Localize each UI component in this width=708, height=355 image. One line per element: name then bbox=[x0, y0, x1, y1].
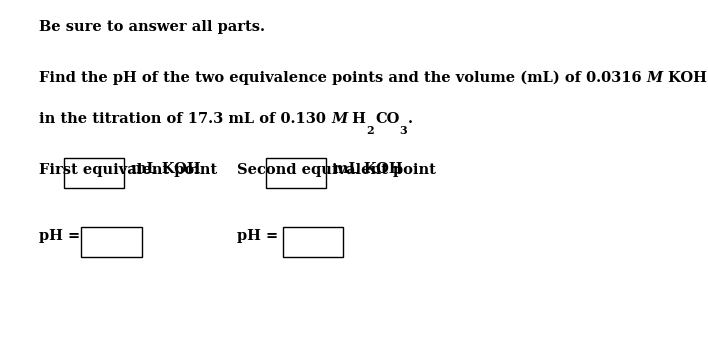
Text: M: M bbox=[331, 112, 347, 126]
Text: pH =: pH = bbox=[39, 229, 80, 243]
Text: M: M bbox=[646, 71, 663, 85]
Text: 3: 3 bbox=[399, 125, 407, 136]
Text: .: . bbox=[408, 112, 413, 126]
Text: H: H bbox=[347, 112, 366, 126]
Text: mL KOH: mL KOH bbox=[333, 162, 402, 175]
Text: 2: 2 bbox=[366, 125, 374, 136]
Text: Find the pH of the two equivalence points and the volume (mL) of 0.0316: Find the pH of the two equivalence point… bbox=[39, 71, 646, 86]
Text: mL KOH: mL KOH bbox=[131, 162, 200, 175]
Text: in the titration of 17.3 mL of 0.130: in the titration of 17.3 mL of 0.130 bbox=[39, 112, 331, 126]
Bar bbox=[81, 227, 142, 257]
Bar bbox=[64, 158, 124, 188]
Text: CO: CO bbox=[375, 112, 399, 126]
Bar bbox=[266, 158, 326, 188]
Text: First equivalent point: First equivalent point bbox=[39, 163, 217, 177]
Text: KOH needed to reach them: KOH needed to reach them bbox=[663, 71, 708, 85]
Text: Be sure to answer all parts.: Be sure to answer all parts. bbox=[39, 20, 265, 33]
Text: pH =: pH = bbox=[237, 229, 278, 243]
Text: Second equivalent point: Second equivalent point bbox=[237, 163, 436, 177]
Bar bbox=[283, 227, 343, 257]
